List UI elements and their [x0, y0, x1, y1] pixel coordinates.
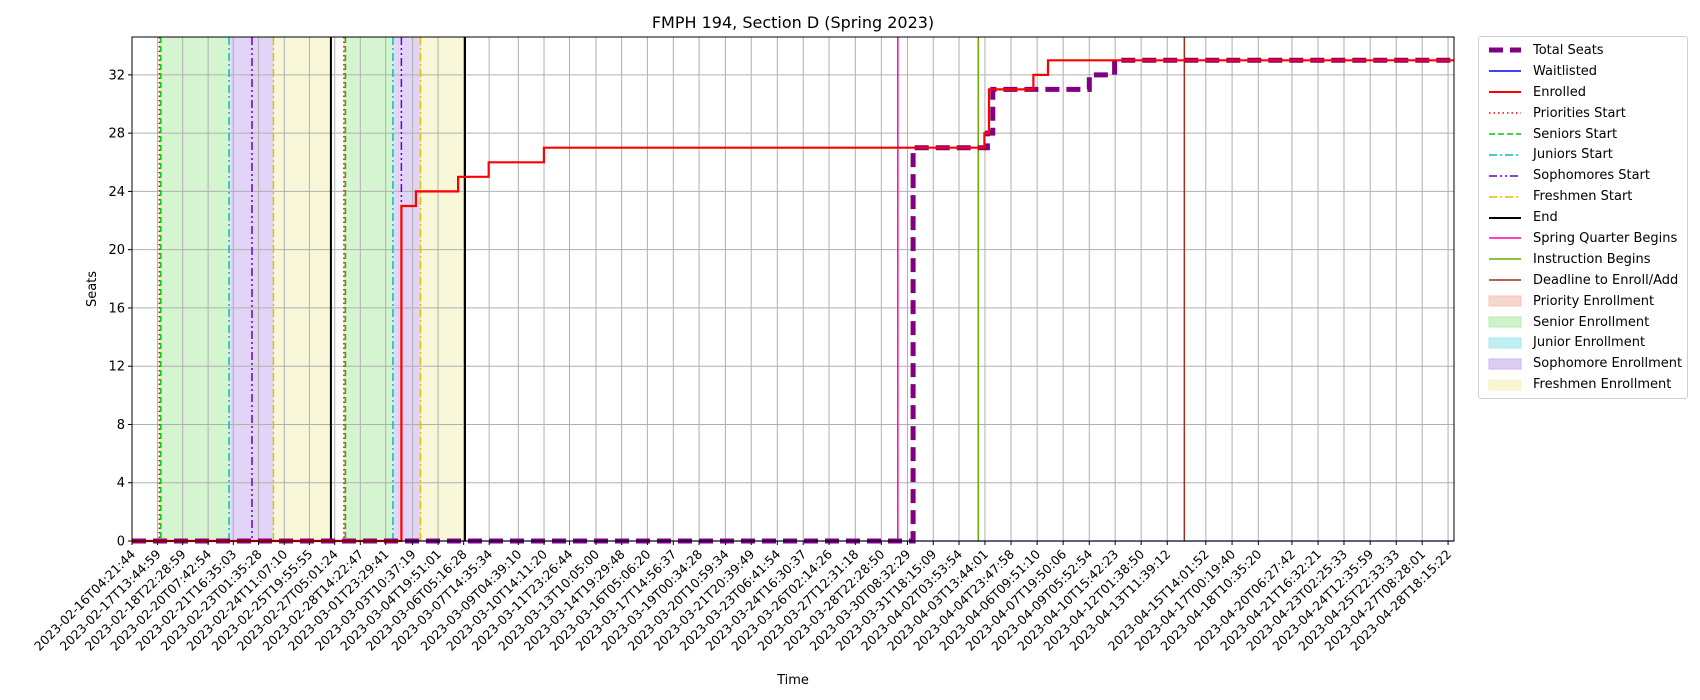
y-tick-label: 24 [108, 185, 125, 200]
legend-item-junior-enrollment: Junior Enrollment [1485, 332, 1681, 353]
legend-swatch [1489, 112, 1521, 114]
legend: Total Seats Waitlisted Enrolled Priorities … [1478, 36, 1688, 400]
legend-label: Deadline to Enroll/Add [1533, 272, 1679, 288]
legend-label: Total Seats [1533, 42, 1604, 58]
legend-label: Juniors Start [1533, 147, 1613, 163]
legend-item-deadline-to-enroll-add: Deadline to Enroll/Add [1485, 270, 1681, 291]
legend-item-enrolled: Enrolled [1485, 82, 1681, 103]
legend-item-priority-enrollment: Priority Enrollment [1485, 291, 1681, 312]
legend-item-sophomores-start: Sophomores Start [1485, 165, 1681, 186]
legend-label: Spring Quarter Begins [1533, 230, 1678, 246]
grid [131, 37, 1454, 542]
legend-item-juniors-start: Juniors Start [1485, 144, 1681, 165]
band-senior-enrollment [345, 37, 393, 541]
y-tick-label: 16 [108, 301, 125, 316]
legend-label: Freshmen Start [1533, 189, 1633, 205]
band-senior-enrollment [160, 37, 230, 541]
legend-swatch [1488, 358, 1522, 370]
legend-label: Junior Enrollment [1533, 335, 1646, 351]
series-total-seats [132, 57, 1454, 544]
legend-label: Seniors Start [1533, 126, 1618, 142]
legend-label: Senior Enrollment [1533, 314, 1650, 330]
legend-swatch [1489, 91, 1521, 94]
legend-swatch [1489, 279, 1521, 281]
plot-frame [131, 36, 1455, 542]
chart-title: FMPH 194, Section D (Spring 2023) [652, 13, 934, 32]
legend-item-priorities-start: Priorities Start [1485, 103, 1681, 124]
legend-label: Freshmen Enrollment [1533, 377, 1672, 393]
y-tick-label: 0 [117, 535, 125, 550]
legend-item-spring-quarter-begins: Spring Quarter Begins [1485, 228, 1681, 249]
y-tick-label: 32 [108, 68, 125, 83]
legend-item-senior-enrollment: Senior Enrollment [1485, 312, 1681, 333]
legend-label: Waitlisted [1533, 63, 1598, 79]
legend-swatch [1489, 216, 1521, 219]
legend-swatch [1489, 195, 1521, 198]
y-axis-label: Seats [85, 271, 100, 307]
band-priority-enrollment [343, 37, 346, 541]
legend-label: Sophomore Enrollment [1533, 356, 1683, 372]
legend-item-freshmen-start: Freshmen Start [1485, 186, 1681, 207]
legend-swatch [1488, 316, 1522, 328]
band-freshmen-enrollment [273, 37, 331, 541]
legend-label: Priorities Start [1533, 105, 1626, 121]
y-tick-label: 20 [108, 243, 125, 258]
y-tick-label: 12 [108, 360, 125, 375]
x-axis: 2023-02-16T04:21:442023-02-17T13:44:5920… [31, 541, 1454, 654]
legend-label: Priority Enrollment [1533, 293, 1655, 309]
y-axis: 0 4 8 12 16 20 24 28 32 [108, 68, 132, 550]
y-tick-label: 8 [117, 418, 125, 433]
legend-item-waitlisted: Waitlisted [1485, 61, 1681, 82]
legend-label: Sophomores Start [1533, 168, 1650, 184]
legend-label: End [1533, 210, 1558, 226]
legend-item-end: End [1485, 207, 1681, 228]
legend-item-seniors-start: Seniors Start [1485, 124, 1681, 145]
legend-swatch [1489, 154, 1521, 156]
legend-swatch [1489, 70, 1521, 73]
enrollment-bands [159, 37, 465, 541]
legend-swatch [1488, 379, 1522, 391]
x-axis-label: Time [776, 673, 809, 688]
legend-swatch [1488, 295, 1522, 307]
legend-item-total-seats: Total Seats [1485, 40, 1681, 61]
y-tick-label: 28 [108, 127, 125, 142]
series-enrolled [132, 59, 1454, 543]
legend-swatch [1489, 237, 1521, 240]
legend-item-instruction-begins: Instruction Begins [1485, 249, 1681, 270]
legend-item-sophomore-enrollment: Sophomore Enrollment [1485, 353, 1683, 374]
legend-label: Instruction Begins [1533, 251, 1651, 267]
y-tick-label: 4 [117, 476, 125, 491]
band-sophomore-enrollment [394, 37, 421, 541]
legend-item-freshmen-enrollment: Freshmen Enrollment [1485, 374, 1681, 395]
legend-label: Enrolled [1533, 84, 1586, 100]
legend-swatch [1489, 47, 1521, 53]
legend-swatch [1489, 258, 1521, 261]
legend-swatch [1488, 337, 1522, 349]
band-freshmen-enrollment [420, 37, 465, 541]
legend-swatch [1489, 133, 1521, 135]
band-priority-enrollment [159, 37, 161, 541]
legend-swatch [1489, 175, 1521, 177]
